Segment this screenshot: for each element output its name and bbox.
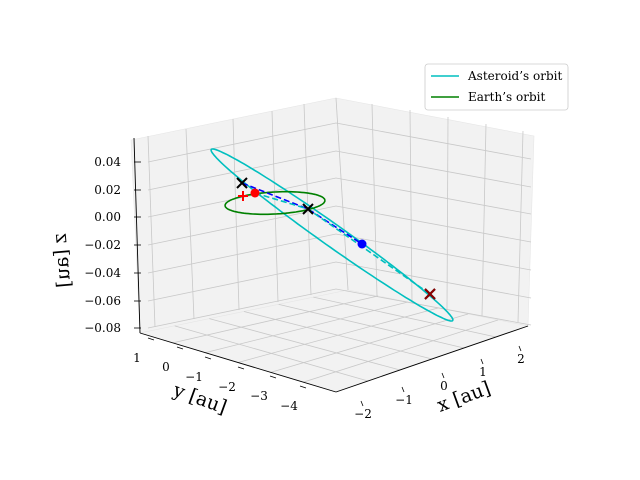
legend: Asteroid’s orbit Earth’s orbit <box>424 63 569 111</box>
y-tick-label: −1 <box>185 370 203 384</box>
y-grid-line <box>185 128 195 320</box>
z-grid-line <box>147 150 532 191</box>
x-grid-line <box>481 123 487 317</box>
marker-cross <box>236 177 248 189</box>
y-tick-label: −3 <box>250 389 268 403</box>
x-grid-line <box>446 116 449 311</box>
z-tick-label: −0.06 <box>84 294 121 308</box>
y-tick <box>147 337 155 341</box>
y-grid-line <box>232 118 240 311</box>
x-grid-line <box>371 103 378 297</box>
x-tick-label: −2 <box>354 407 372 421</box>
y-tick <box>299 385 307 389</box>
z-grid-line <box>147 205 532 246</box>
z-grid-line <box>147 177 532 218</box>
grid-lines <box>147 97 532 383</box>
y-tick <box>204 356 212 360</box>
y-tick-label: −2 <box>218 380 236 394</box>
x-tick <box>518 345 522 352</box>
y-tick-label: −4 <box>280 399 298 413</box>
z-tick-label: 0.00 <box>94 210 121 224</box>
legend-box <box>424 63 569 111</box>
marker-dot <box>357 239 367 249</box>
earth-orbit-line <box>224 190 326 216</box>
y-tick <box>176 346 184 350</box>
x-tick <box>441 372 445 379</box>
x-tick <box>360 400 364 407</box>
marker-plus <box>238 191 248 201</box>
legend-label-asteroid: Asteroid’s orbit <box>467 69 562 83</box>
data-series <box>210 148 454 322</box>
floor-grid-line <box>313 296 497 338</box>
marker-cross <box>302 203 314 215</box>
x-tick <box>480 358 484 365</box>
z-tick-label: −0.08 <box>84 321 121 335</box>
asteroid-orbit-line <box>210 148 454 322</box>
z-grid-line <box>147 288 532 329</box>
y-grid-line <box>147 135 156 328</box>
x-tick <box>401 386 405 393</box>
marker-dot <box>250 188 260 198</box>
x-tick-label: 0 <box>440 379 448 393</box>
tick-labels: 0.04 0.02 0.00 −0.02 −0.04 −0.06 −0.08 −2 −1 0 1 2 1… <box>84 155 525 421</box>
y-tick-label: 1 <box>133 351 141 365</box>
axes <box>133 137 529 393</box>
legend-label-earth: Earth’s orbit <box>468 90 545 104</box>
z-axis-label: z [au] <box>49 232 76 288</box>
x-axis-line <box>335 325 529 393</box>
x-tick-label: 1 <box>479 365 487 379</box>
x-tick-label: −1 <box>395 393 413 407</box>
x-grid-line <box>409 109 413 304</box>
y-tick <box>269 375 277 379</box>
z-tick-label: −0.02 <box>84 238 121 252</box>
z-tick-label: 0.04 <box>94 155 121 169</box>
y-grid-line <box>303 103 312 296</box>
z-grid-line <box>147 261 532 302</box>
z-grid-line <box>147 233 532 274</box>
right-pane <box>335 97 535 327</box>
transfer-path-line <box>241 182 363 245</box>
y-tick <box>237 366 245 370</box>
y-axis-line <box>139 332 337 393</box>
y-tick-label: 0 <box>162 360 170 374</box>
x-tick-label: 2 <box>517 352 525 366</box>
z-tick-label: −0.04 <box>84 266 121 280</box>
marker-cross <box>424 288 436 300</box>
z-axis-line <box>133 137 141 334</box>
z-tick-label: 0.02 <box>94 183 121 197</box>
x-grid-line <box>517 130 524 323</box>
